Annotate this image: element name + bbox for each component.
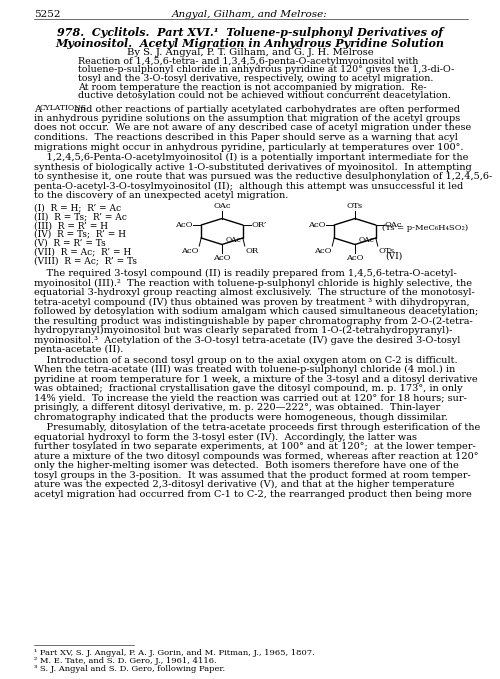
Text: OAc: OAc	[213, 202, 231, 210]
Text: chromatography indicated that the products were homogeneous, though dissimilar.: chromatography indicated that the produc…	[34, 413, 448, 422]
Text: (III)  R = R’ = H: (III) R = R’ = H	[34, 221, 108, 230]
Text: OAc: OAc	[385, 221, 402, 229]
Text: Angyal, Gilham, and Melrose:: Angyal, Gilham, and Melrose:	[172, 10, 328, 19]
Text: (IV)  R = Ts;  R’ = H: (IV) R = Ts; R’ = H	[34, 230, 126, 239]
Text: conditions.  The reactions described in this Paper should serve as a warning tha: conditions. The reactions described in t…	[34, 133, 458, 142]
Text: tosyl and the 3-O-tosyl derivative, respectively, owing to acetyl migration.: tosyl and the 3-O-tosyl derivative, resp…	[78, 74, 434, 83]
Text: The required 3-tosyl compound (II) is readily prepared from 1,4,5,6-tetra-O-acet: The required 3-tosyl compound (II) is re…	[34, 269, 457, 278]
Text: ductive detosylation could not be achieved without concurrent deacetylation.: ductive detosylation could not be achiev…	[78, 91, 451, 100]
Text: OTs: OTs	[347, 202, 363, 210]
Text: (II)  R = Ts;  R’ = Ac: (II) R = Ts; R’ = Ac	[34, 213, 127, 221]
Text: OAc: OAc	[359, 236, 375, 244]
Text: hydropyranyl)myoinositol but was clearly separated from 1-O-(2-tetrahydropyranyl: hydropyranyl)myoinositol but was clearly…	[34, 326, 452, 335]
Text: ² M. E. Tate, and S. D. Gero, J., 1961, 4116.: ² M. E. Tate, and S. D. Gero, J., 1961, …	[34, 657, 216, 665]
Text: OAc: OAc	[226, 236, 242, 244]
Text: synthesis of biologically active 1-O-substituted derivatives of myoinositol.  In: synthesis of biologically active 1-O-sub…	[34, 162, 472, 172]
Text: AcO: AcO	[346, 253, 364, 261]
Text: AcO: AcO	[314, 247, 331, 255]
Text: AcO: AcO	[180, 247, 198, 255]
Text: OTs: OTs	[379, 247, 395, 255]
Text: (VI): (VI)	[385, 251, 402, 261]
Text: ature was the expected 2,3-ditosyl derivative (V), and that at the higher temper: ature was the expected 2,3-ditosyl deriv…	[34, 480, 454, 490]
Text: ature a mixture of the two ditosyl compounds was formed, whereas after reaction : ature a mixture of the two ditosyl compo…	[34, 452, 478, 460]
Text: followed by detosylation with sodium amalgam which caused simultaneous deacetyla: followed by detosylation with sodium ama…	[34, 307, 478, 316]
Text: to the discovery of an unexpected acetyl migration.: to the discovery of an unexpected acetyl…	[34, 191, 288, 200]
Text: penta-acetate (II).: penta-acetate (II).	[34, 345, 124, 354]
Text: AcO: AcO	[308, 221, 325, 229]
Text: 1,2,4,5,6-Penta-O-acetylmyoinositol (I) is a potentially important intermediate : 1,2,4,5,6-Penta-O-acetylmyoinositol (I) …	[34, 153, 468, 162]
Text: myoinositol.³  Acetylation of the 3-O-tosyl tetra-acetate (IV) gave the desired : myoinositol.³ Acetylation of the 3-O-tos…	[34, 335, 460, 345]
Text: equatorial hydroxyl to form the 3-tosyl ester (IV).  Accordingly, the latter was: equatorial hydroxyl to form the 3-tosyl …	[34, 433, 417, 442]
Text: further tosylated in two separate experiments, at 100° and at 120°;  at the lowe: further tosylated in two separate experi…	[34, 442, 476, 451]
Text: When the tetra-acetate (III) was treated with toluene-p-sulphonyl chloride (4 mo: When the tetra-acetate (III) was treated…	[34, 365, 455, 374]
Text: Myoinositol.  Acetyl Migration in Anhydrous Pyridine Solution: Myoinositol. Acetyl Migration in Anhydro…	[56, 38, 444, 49]
Text: pyridine at room temperature for 1 week, a mixture of the 3-tosyl and a ditosyl : pyridine at room temperature for 1 week,…	[34, 375, 478, 384]
Text: AcO: AcO	[213, 253, 231, 261]
Text: Presumably, ditosylation of the tetra-acetate proceeds first through esterificat: Presumably, ditosylation of the tetra-ac…	[34, 423, 480, 432]
Text: penta-O-acetyl-3-O-tosylmyoinositol (II);  although this attempt was unsuccessfu: penta-O-acetyl-3-O-tosylmyoinositol (II)…	[34, 181, 463, 191]
Text: the resulting product was indistinguishable by paper chromatography from 2-O-(2-: the resulting product was indistinguisha…	[34, 316, 473, 326]
Text: ³ S. J. Angyal and S. D. Gero, following Paper.: ³ S. J. Angyal and S. D. Gero, following…	[34, 665, 225, 673]
Text: migrations might occur in anhydrous pyridine, particularly at temperatures over : migrations might occur in anhydrous pyri…	[34, 143, 464, 151]
Text: was obtained;  fractional crystallisation gave the ditosyl compound, m. p. 173°,: was obtained; fractional crystallisation…	[34, 384, 462, 393]
Text: OR: OR	[246, 247, 259, 255]
Text: OR’: OR’	[252, 221, 267, 229]
Text: tetra-acetyl compound (IV) thus obtained was proven by treatment ³ with dihydrop: tetra-acetyl compound (IV) thus obtained…	[34, 297, 470, 307]
Text: toluene-p-sulphonyl chloride in anhydrous pyridine at 120° gives the 1,3-di-O-: toluene-p-sulphonyl chloride in anhydrou…	[78, 65, 454, 75]
Text: 978.  Cyclitols.  Part XVI.¹  Toluene-p-sulphonyl Derivatives of: 978. Cyclitols. Part XVI.¹ Toluene-p-sul…	[57, 27, 443, 38]
Text: (VII)  R = Ac;  R’ = H: (VII) R = Ac; R’ = H	[34, 248, 131, 257]
Text: (Ts = p-MeC₆H₄SO₂): (Ts = p-MeC₆H₄SO₂)	[382, 223, 468, 232]
Text: Reaction of 1,4,5,6-tetra- and 1,3,4,5,6-penta-O-acetylmyoinositol with: Reaction of 1,4,5,6-tetra- and 1,3,4,5,6…	[78, 57, 418, 66]
Text: only the higher-melting isomer was detected.  Both isomers therefore have one of: only the higher-melting isomer was detec…	[34, 461, 459, 470]
Text: AcO: AcO	[174, 221, 192, 229]
Text: 14% yield.  To increase the yield the reaction was carried out at 120° for 18 ho: 14% yield. To increase the yield the rea…	[34, 394, 467, 403]
Text: tosyl groups in the 3-position.  It was assumed that the product formed at room : tosyl groups in the 3-position. It was a…	[34, 471, 471, 479]
Text: Introduction of a second tosyl group on to the axial oxygen atom on C-2 is diffi: Introduction of a second tosyl group on …	[34, 356, 458, 365]
Text: and other reactions of partially acetylated carbohydrates are often performed: and other reactions of partially acetyla…	[71, 105, 460, 113]
Text: acetyl migration had occurred from C-1 to C-2, the rearranged product then being: acetyl migration had occurred from C-1 t…	[34, 490, 472, 498]
Text: prisingly, a different ditosyl derivative, m. p. 220—222°, was obtained.  Thin-l: prisingly, a different ditosyl derivativ…	[34, 403, 440, 412]
Text: in anhydrous pyridine solutions on the assumption that migration of the acetyl g: in anhydrous pyridine solutions on the a…	[34, 114, 460, 123]
Text: (I)  R = H;  R’ = Ac: (I) R = H; R’ = Ac	[34, 204, 121, 213]
Text: At room temperature the reaction is not accompanied by migration.  Re-: At room temperature the reaction is not …	[78, 83, 426, 92]
Text: A: A	[34, 105, 41, 113]
Text: ¹ Part XV, S. J. Angyal, P. A. J. Gorin, and M. Pitman, J., 1965, 1807.: ¹ Part XV, S. J. Angyal, P. A. J. Gorin,…	[34, 649, 315, 657]
Text: 5252: 5252	[34, 10, 60, 19]
Text: equatorial 3-hydroxyl group reacting almost exclusively.  The structure of the m: equatorial 3-hydroxyl group reacting alm…	[34, 288, 475, 297]
Text: to synthesise it, one route that was pursued was the reductive desulphonylation : to synthesise it, one route that was pur…	[34, 172, 492, 181]
Text: By S. J. Angyal, P. T. Gilham, and G. J. H. Melrose: By S. J. Angyal, P. T. Gilham, and G. J.…	[126, 48, 374, 57]
Text: does not occur.  We are not aware of any described case of acetyl migration unde: does not occur. We are not aware of any …	[34, 124, 471, 132]
Text: myoinositol (III).²  The reaction with toluene-p-sulphonyl chloride is highly se: myoinositol (III).² The reaction with to…	[34, 278, 472, 288]
Text: CYLATIONS: CYLATIONS	[40, 105, 86, 113]
Text: (V)  R = R’ = Ts: (V) R = R’ = Ts	[34, 239, 106, 248]
Text: (VIII)  R = Ac;  R’ = Ts: (VIII) R = Ac; R’ = Ts	[34, 256, 137, 265]
